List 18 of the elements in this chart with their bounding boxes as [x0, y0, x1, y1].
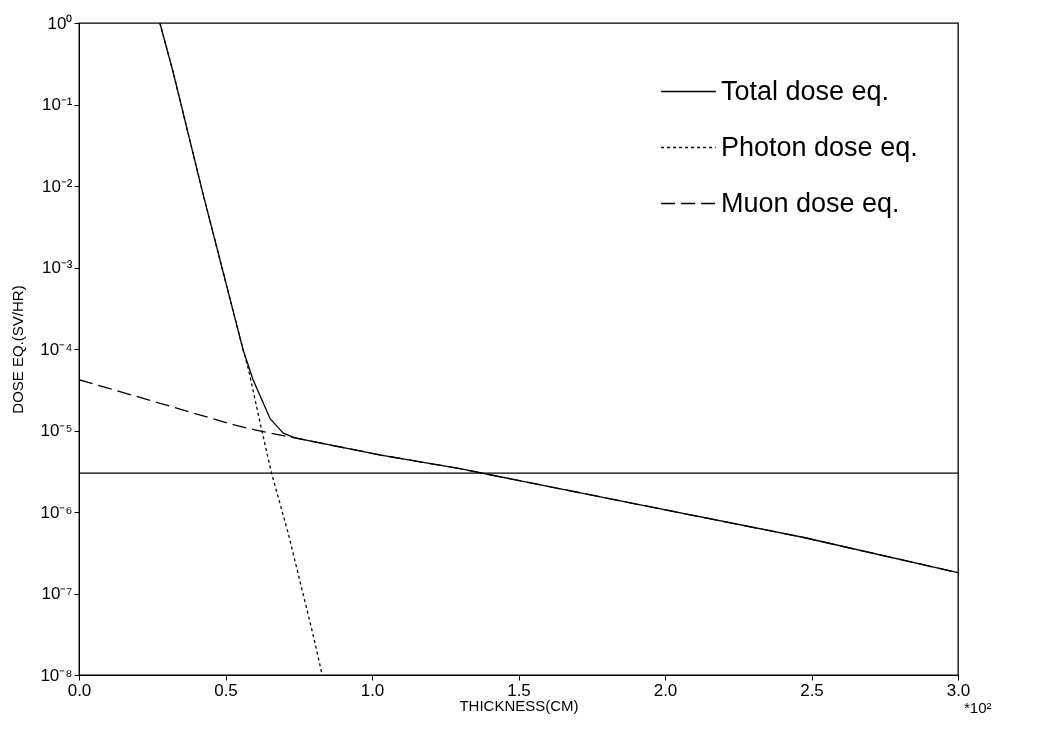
- legend-label: Total dose eq.: [721, 75, 890, 106]
- y-axis-title: DOSE EQ.(SV/HR): [9, 285, 27, 414]
- y-tick-label: 10⁻⁷: [41, 584, 73, 603]
- y-tick-label: 10⁻¹: [41, 95, 73, 114]
- y-tick-label: 10⁻⁶: [40, 502, 73, 522]
- x-tick-label: 2.5: [800, 680, 824, 700]
- legend-label: Photon dose eq.: [721, 131, 918, 162]
- y-tick-label: 10⁻²: [41, 176, 73, 196]
- y-tick-label: 10⁻⁴: [40, 339, 73, 359]
- text: *10²: [964, 699, 992, 716]
- y-tick-label: 10⁻³: [41, 258, 73, 277]
- x-tick-label: 3.0: [946, 680, 971, 700]
- y-tick-label: 10⁻⁵: [40, 421, 73, 440]
- x-tick-label: 2.0: [653, 680, 678, 700]
- legend-label: Muon dose eq.: [721, 187, 900, 218]
- x-tick-label: 0.5: [214, 680, 238, 700]
- y-tick-label: 10⁰: [47, 13, 73, 33]
- x-tick-label: 1.0: [360, 680, 385, 700]
